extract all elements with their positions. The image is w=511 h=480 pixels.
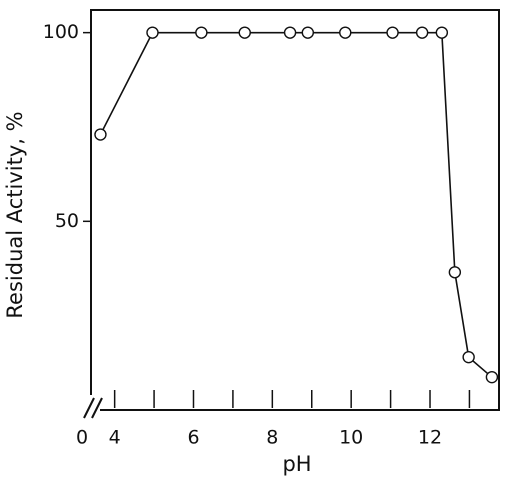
x-tick-label: 10 — [339, 427, 363, 449]
data-point — [448, 266, 462, 279]
x-tick-label: 6 — [187, 427, 199, 449]
x-tick-label: 12 — [418, 427, 442, 449]
x-tick-label: 8 — [266, 427, 278, 449]
data-point — [146, 26, 159, 39]
x-tick-label: 0 — [76, 427, 88, 449]
data-point — [435, 26, 449, 39]
data-point — [238, 26, 251, 39]
y-axis-label: Residual Activity, % — [3, 111, 27, 318]
data-point — [462, 350, 475, 364]
axis-break — [83, 397, 95, 419]
data-point — [94, 128, 107, 141]
y-tick-label: 50 — [55, 210, 79, 232]
axis-break — [91, 397, 103, 419]
data-point — [195, 26, 208, 39]
data-point — [301, 26, 315, 39]
data-point — [283, 26, 297, 39]
x-axis-label: pH — [282, 452, 311, 476]
frame — [90, 9, 500, 411]
data-point — [386, 26, 399, 39]
data-point — [415, 26, 429, 39]
y-tick-label: 100 — [43, 21, 79, 43]
data-point — [485, 370, 499, 384]
x-tick-label: 4 — [109, 427, 121, 449]
data-point — [339, 26, 352, 39]
data-line — [99, 31, 493, 378]
